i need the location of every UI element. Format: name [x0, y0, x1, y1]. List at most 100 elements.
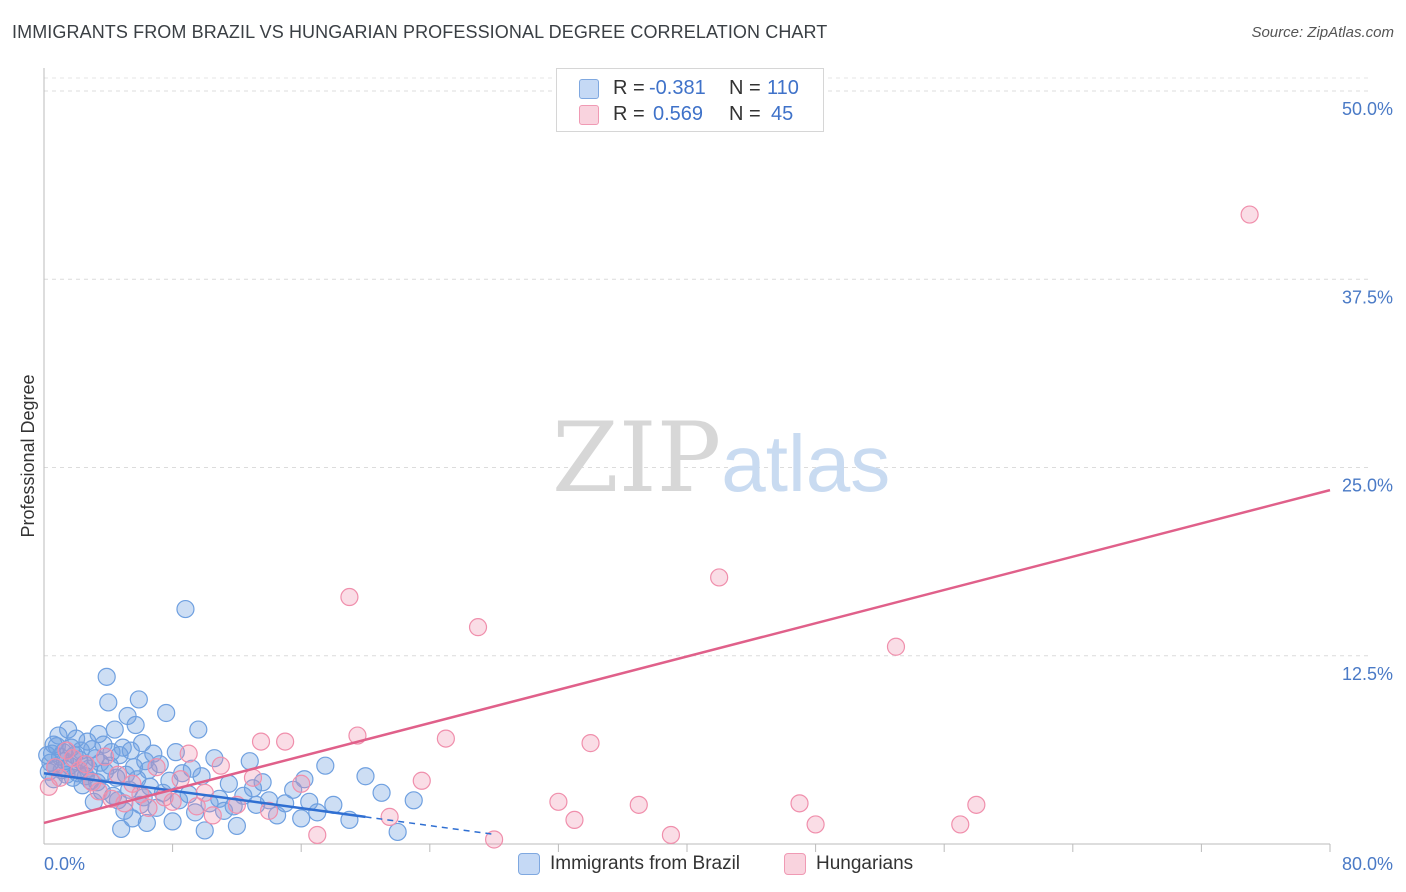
hungarian-point — [163, 792, 182, 811]
brazil-point — [404, 791, 423, 810]
brazil-point — [144, 744, 163, 763]
brazil-point — [182, 759, 201, 778]
brazil-point — [316, 756, 335, 775]
trend-lines — [43, 488, 1331, 836]
legend-swatch-hungarians — [579, 105, 599, 125]
brazil-point — [105, 720, 124, 739]
hungarian-point — [179, 744, 198, 763]
source-credit: Source: ZipAtlas.com — [1251, 24, 1394, 41]
y-tick-label: 12.5% — [1342, 664, 1393, 684]
y-tick-label: 25.0% — [1342, 476, 1393, 496]
hungarian-point — [211, 756, 230, 775]
brazil-point — [137, 813, 156, 833]
brazil-point — [173, 764, 192, 783]
bottom-legend-label-brazil: Immigrants from Brazil — [550, 853, 741, 874]
hungarian-point — [581, 734, 600, 753]
brazil-point — [112, 819, 131, 839]
legend-r-value: 0.569 — [653, 103, 704, 125]
brazil-point — [292, 809, 311, 828]
chart-title: IMMIGRANTS FROM BRAZIL VS HUNGARIAN PROF… — [12, 22, 828, 42]
brazil-point — [157, 703, 176, 723]
y-tick-label: 37.5% — [1342, 287, 1393, 307]
legend-r-value: -0.381 — [649, 77, 706, 99]
axes — [43, 68, 1331, 852]
legend-n-value: 110 — [767, 77, 799, 99]
brazil-point — [388, 822, 407, 842]
hungarian-point — [95, 747, 115, 766]
bottom-legend-label-hungarians: Hungarians — [816, 853, 914, 874]
hungarian-point — [468, 618, 488, 637]
brazil-point — [243, 779, 263, 798]
hungarian-point — [565, 810, 584, 830]
hungarian-point — [710, 568, 729, 587]
series-hungarians-points — [39, 205, 1259, 849]
hungarian-point — [340, 587, 359, 607]
brazil-point — [186, 803, 205, 822]
hungarian-point — [412, 771, 431, 790]
legend-n-label: N = — [729, 77, 761, 99]
legend-r-label: R = — [613, 77, 645, 99]
brazil-point — [99, 693, 118, 712]
bottom-legend-swatch-hungarians — [784, 853, 806, 875]
brazil-point — [195, 821, 214, 840]
hungarian-point — [292, 774, 311, 793]
series-brazil-points — [38, 599, 423, 842]
brazil-point — [49, 726, 68, 745]
brazil-point — [67, 729, 86, 748]
hungarian-point — [187, 797, 206, 816]
legend-n-value: 45 — [771, 103, 794, 125]
hungarian-point — [790, 794, 809, 813]
x-tick-label: 0.0% — [44, 854, 85, 874]
y-axis-label: Professional Degree — [18, 374, 38, 537]
brazil-point — [150, 755, 169, 774]
brazil-point — [123, 809, 142, 828]
brazil-point — [126, 715, 145, 735]
legend-r-label: R = — [613, 103, 645, 125]
hungarian-point — [806, 815, 825, 834]
hungarian-point — [549, 792, 568, 811]
brazil-point — [176, 599, 195, 619]
hungarian-point — [629, 795, 648, 814]
x-tick-label: 80.0% — [1342, 854, 1393, 874]
hungarian-point — [243, 768, 263, 787]
brazil-point — [163, 812, 182, 831]
brazil-point — [205, 749, 224, 768]
brazil-point — [132, 734, 152, 753]
correlation-legend: R = -0.381 N = 110 R = 0.569 N = 45 — [556, 68, 824, 132]
legend-swatch-brazil — [579, 79, 599, 99]
brazil-point — [129, 690, 148, 709]
hungarian-point — [951, 815, 970, 834]
legend-n-label: N = — [729, 103, 761, 125]
hungarian-point — [886, 637, 906, 656]
hungarian-point — [203, 806, 222, 825]
hungarian-point — [436, 729, 455, 748]
hungarian-point — [380, 807, 399, 826]
brazil-point — [227, 816, 246, 836]
tick-labels: 12.5% 25.0% 37.5% 50.0% 0.0% 80.0% — [44, 99, 1393, 874]
hungarian-point — [485, 830, 504, 849]
brazil-point — [253, 773, 272, 792]
hungarian-point — [967, 795, 986, 814]
brazil-point — [97, 667, 116, 686]
brazil-trend-line — [43, 771, 366, 819]
hungarian-point — [276, 732, 295, 751]
hungarian-point — [57, 741, 76, 760]
grid-lines — [44, 77, 1370, 657]
hungarian-point — [308, 825, 327, 845]
hungarian-point — [139, 798, 158, 817]
hungarians-trend-line — [43, 488, 1331, 825]
hungarian-point — [147, 758, 166, 777]
hungarian-point — [259, 801, 279, 820]
hungarian-point — [661, 825, 681, 845]
brazil-point — [356, 767, 375, 786]
hungarian-point — [195, 783, 214, 802]
brazil-point — [189, 720, 208, 739]
hungarian-point — [50, 768, 70, 787]
hungarian-point — [76, 755, 95, 774]
hungarian-point — [1240, 205, 1259, 224]
brazil-point — [372, 783, 391, 802]
y-tick-label: 50.0% — [1342, 99, 1393, 119]
hungarian-point — [251, 732, 271, 751]
bottom-legend-swatch-brazil — [518, 853, 540, 875]
